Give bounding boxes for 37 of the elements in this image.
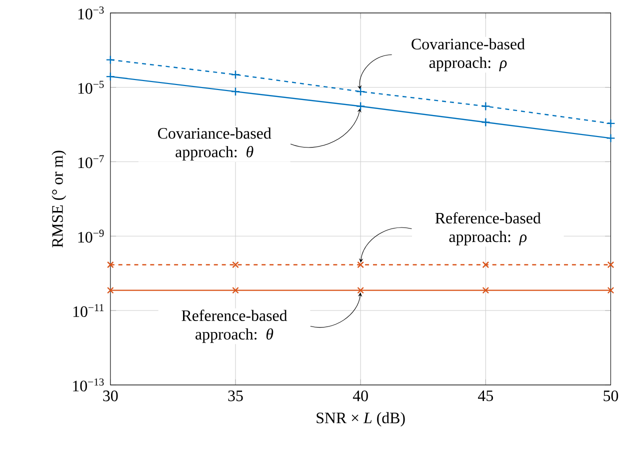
point [232, 262, 239, 268]
x-tick-label: 30 [103, 390, 118, 402]
point [107, 262, 114, 268]
point [106, 72, 115, 82]
point [606, 119, 616, 128]
annotation: Reference-based approach: ρ [435, 212, 541, 246]
point [357, 262, 364, 268]
point [356, 87, 366, 96]
point [482, 287, 490, 294]
point [357, 287, 364, 294]
y-axis-title: RMSE (° or m) [52, 150, 66, 248]
point [481, 102, 490, 112]
point [107, 287, 114, 294]
annotation: Covariance-based approach: θ [158, 128, 272, 161]
x-tick-label: 45 [478, 390, 493, 402]
point [481, 118, 490, 128]
point [106, 55, 115, 65]
point [607, 287, 614, 294]
y-tick-label: 10$^{−9}$ [78, 230, 104, 243]
point [607, 262, 614, 268]
point [232, 287, 239, 294]
point [482, 262, 490, 268]
annotation: Covariance-based approach: ρ [412, 38, 525, 72]
point [606, 134, 616, 143]
point [230, 87, 240, 96]
y-tick-label: 10$^{−7}$ [78, 156, 104, 168]
annotation: Reference-based approach: θ [182, 310, 288, 344]
x-tick-label: 40 [352, 390, 368, 402]
point [230, 70, 240, 80]
y-tick-label: 10$^{−3}$ [78, 6, 104, 20]
y-tick-label: 10$^{−5}$ [78, 81, 104, 94]
y-tick-label: 10$^{−13}$ [73, 378, 104, 392]
x-tick-label: 35 [228, 390, 243, 402]
x-axis-title: SNR × L (dB) [316, 412, 405, 427]
point [356, 102, 366, 112]
y-tick-label: 10$^{−11}$ [73, 304, 104, 318]
x-tick-label: 50 [604, 390, 618, 402]
